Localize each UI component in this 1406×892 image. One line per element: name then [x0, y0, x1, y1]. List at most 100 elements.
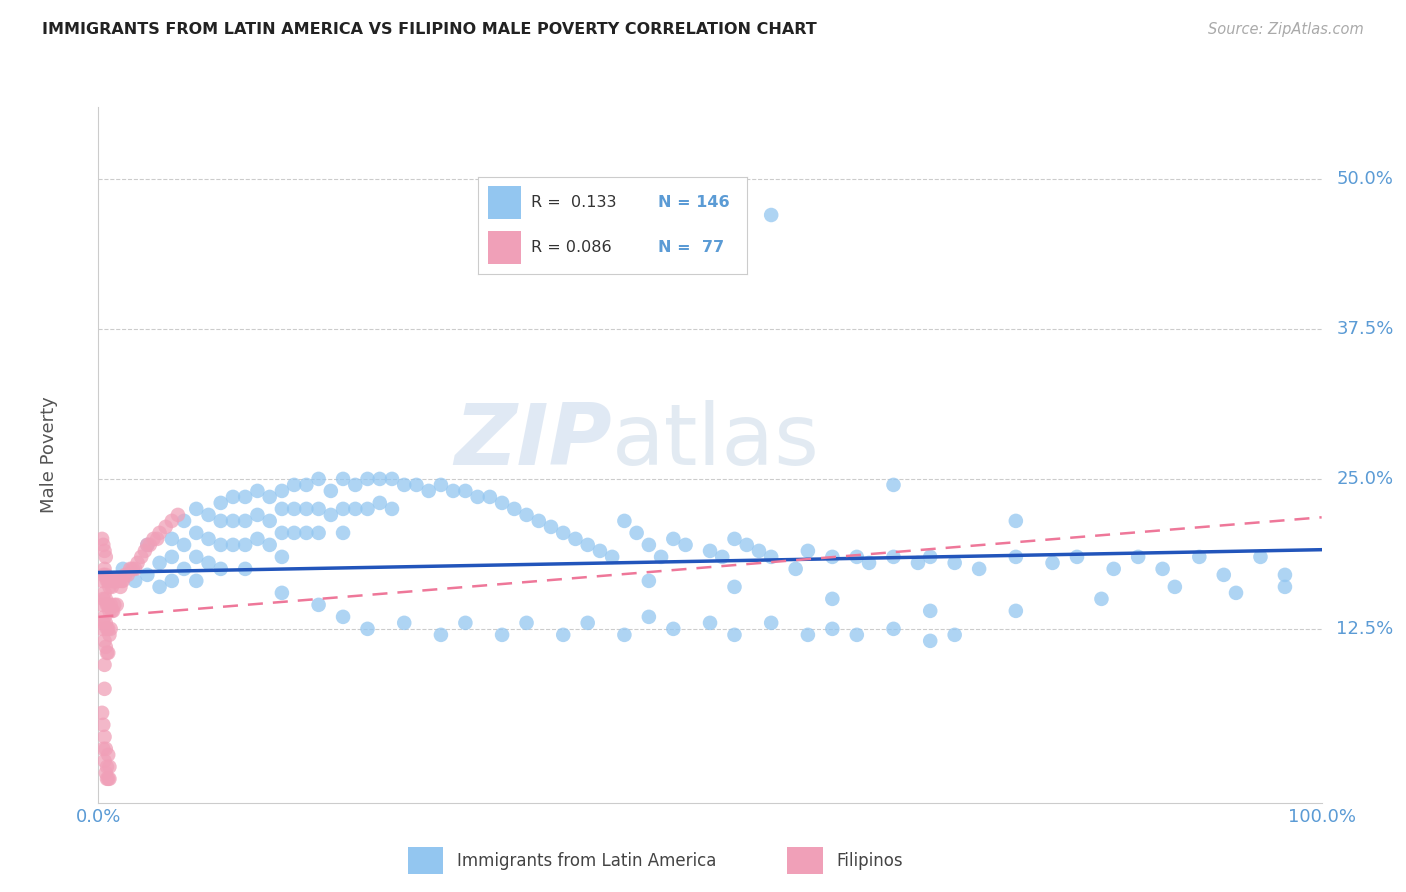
Point [259, 490, 281, 504]
Point [503, 502, 526, 516]
Point [319, 508, 342, 522]
Point [91, 567, 114, 582]
Point [127, 556, 149, 570]
Point [94, 549, 117, 564]
Point [845, 628, 868, 642]
Point [1164, 580, 1187, 594]
Point [98, 580, 121, 594]
Point [101, 604, 124, 618]
Point [259, 538, 281, 552]
Text: 50.0%: 50.0% [1336, 170, 1393, 188]
Point [96, 622, 118, 636]
Point [454, 615, 477, 630]
Point [283, 478, 305, 492]
Point [121, 562, 143, 576]
Point [96, 598, 118, 612]
Point [104, 574, 127, 588]
Point [186, 549, 208, 564]
Point [368, 496, 391, 510]
Point [1249, 549, 1271, 564]
Point [332, 502, 354, 516]
Point [173, 562, 195, 576]
Point [209, 496, 232, 510]
Point [93, 586, 115, 600]
Point [209, 538, 232, 552]
Point [1225, 586, 1247, 600]
Point [283, 502, 305, 516]
Point [197, 556, 219, 570]
Point [139, 538, 162, 552]
Text: N = 146: N = 146 [658, 195, 730, 211]
Point [91, 615, 114, 630]
Point [613, 514, 636, 528]
Point [515, 615, 537, 630]
Point [98, 604, 121, 618]
Point [1004, 514, 1026, 528]
Point [920, 604, 942, 618]
Point [105, 598, 128, 612]
Point [97, 772, 120, 786]
Point [637, 538, 661, 552]
Point [91, 622, 114, 636]
Point [785, 562, 807, 576]
Point [1090, 591, 1112, 606]
Point [186, 502, 208, 516]
Point [295, 478, 318, 492]
Text: ZIP: ZIP [454, 400, 612, 483]
Point [160, 514, 183, 528]
Point [94, 567, 117, 582]
Point [332, 610, 354, 624]
Point [675, 538, 697, 552]
Point [91, 538, 114, 552]
Point [761, 549, 783, 564]
Point [93, 633, 115, 648]
Point [91, 706, 114, 720]
Text: Male Poverty: Male Poverty [41, 397, 59, 513]
Point [110, 580, 132, 594]
Point [308, 525, 330, 540]
Point [134, 544, 156, 558]
Point [344, 478, 367, 492]
Point [920, 633, 942, 648]
Point [246, 508, 269, 522]
Text: Filipinos: Filipinos [837, 852, 903, 870]
Point [259, 514, 281, 528]
Point [454, 483, 477, 498]
Point [527, 514, 550, 528]
Point [270, 483, 294, 498]
Point [100, 622, 122, 636]
Point [735, 538, 758, 552]
Point [319, 483, 342, 498]
Point [553, 525, 575, 540]
Point [233, 514, 256, 528]
Point [1152, 562, 1174, 576]
Point [111, 562, 134, 576]
Point [1042, 556, 1064, 570]
Point [101, 604, 124, 618]
Point [356, 472, 378, 486]
Point [93, 730, 115, 744]
Point [1004, 604, 1026, 618]
Point [93, 562, 115, 576]
Bar [787, 847, 823, 874]
Point [270, 586, 294, 600]
Point [295, 502, 318, 516]
Point [98, 760, 121, 774]
Point [650, 549, 672, 564]
Point [160, 549, 183, 564]
Point [308, 502, 330, 516]
Point [1128, 549, 1150, 564]
Point [344, 502, 367, 516]
Point [111, 574, 134, 588]
Point [101, 574, 124, 588]
Point [576, 615, 599, 630]
Point [100, 598, 122, 612]
Point [797, 628, 820, 642]
Point [167, 508, 190, 522]
Point [356, 502, 378, 516]
Point [222, 490, 245, 504]
Point [94, 591, 117, 606]
Point [1066, 549, 1088, 564]
Point [136, 567, 159, 582]
Point [283, 525, 305, 540]
